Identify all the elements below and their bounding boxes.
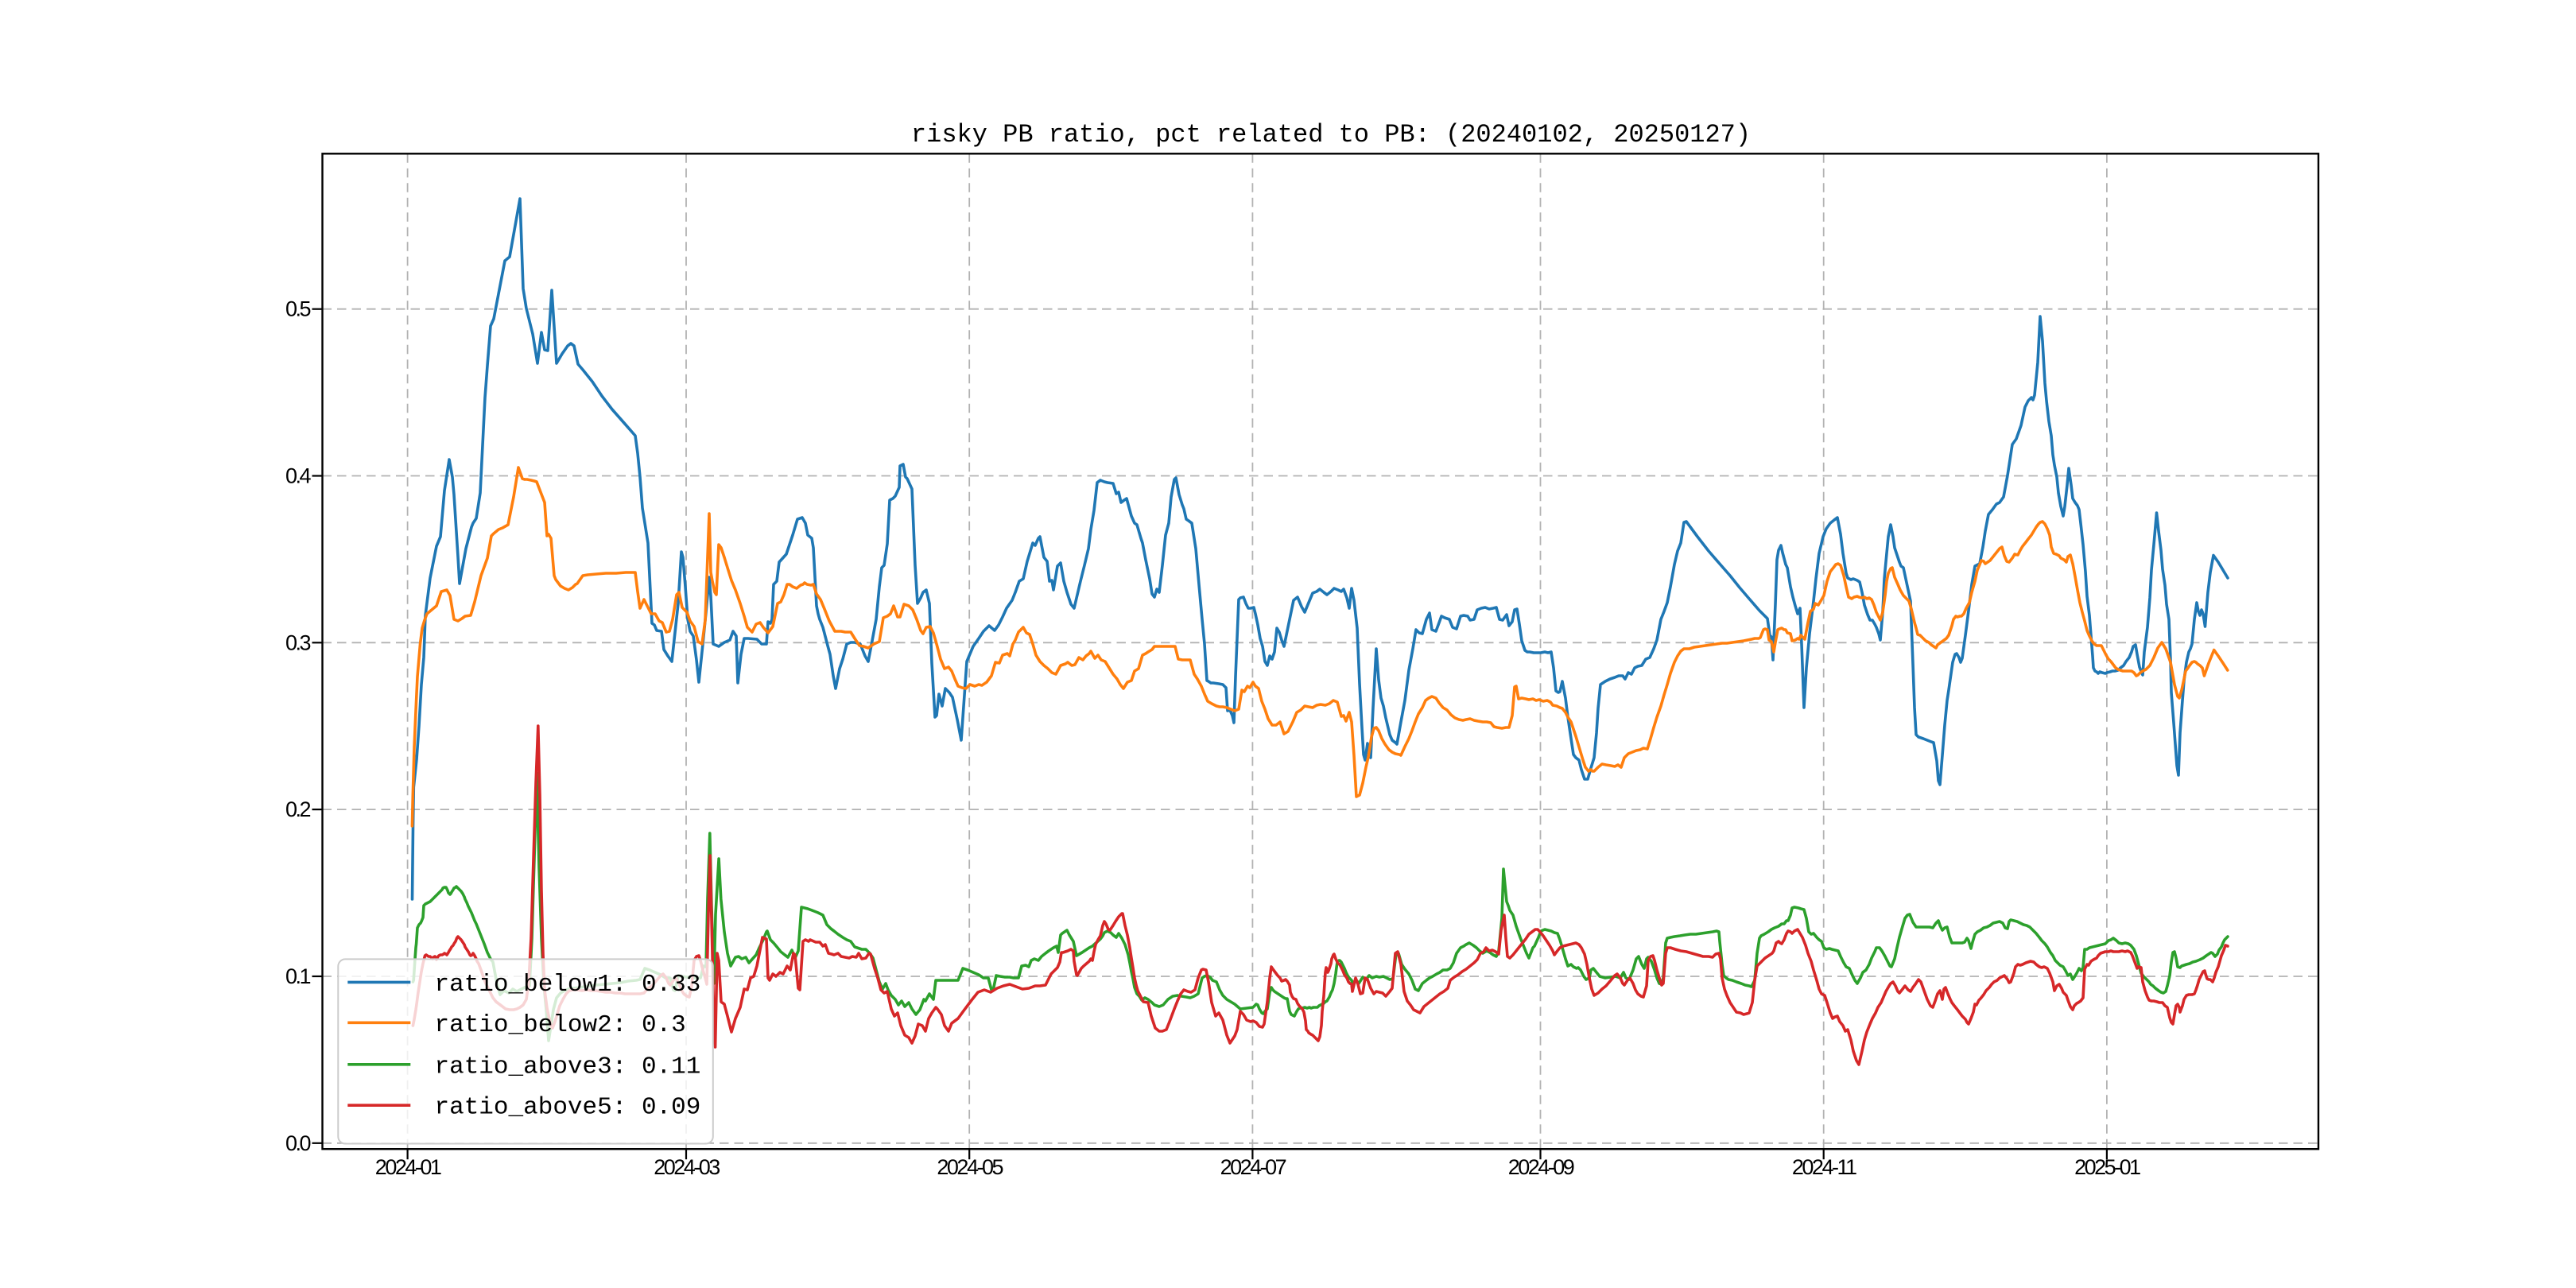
- svg-text:ratio_above5: 0.09: ratio_above5: 0.09: [435, 1094, 701, 1122]
- svg-text:2024-01: 2024-01: [375, 1155, 441, 1179]
- svg-text:0.3: 0.3: [285, 630, 311, 654]
- svg-text:2024-07: 2024-07: [1220, 1155, 1286, 1179]
- svg-text:0.4: 0.4: [285, 464, 312, 488]
- svg-text:ratio_below2: 0.3: ratio_below2: 0.3: [435, 1011, 686, 1039]
- svg-text:2024-11: 2024-11: [1792, 1155, 1856, 1179]
- svg-text:risky PB ratio, pct related to: risky PB ratio, pct related to PB: (2024…: [911, 120, 1751, 149]
- svg-text:ratio_below1: 0.33: ratio_below1: 0.33: [435, 971, 701, 999]
- svg-text:0.0: 0.0: [285, 1131, 311, 1155]
- svg-text:2025-01: 2025-01: [2074, 1155, 2140, 1179]
- svg-text:0.5: 0.5: [285, 297, 311, 321]
- svg-text:2024-05: 2024-05: [937, 1155, 1003, 1179]
- svg-text:0.1: 0.1: [285, 964, 311, 988]
- svg-text:ratio_above3: 0.11: ratio_above3: 0.11: [435, 1053, 701, 1080]
- svg-text:2024-09: 2024-09: [1508, 1155, 1574, 1179]
- svg-text:2024-03: 2024-03: [654, 1155, 720, 1179]
- svg-text:0.2: 0.2: [285, 797, 311, 821]
